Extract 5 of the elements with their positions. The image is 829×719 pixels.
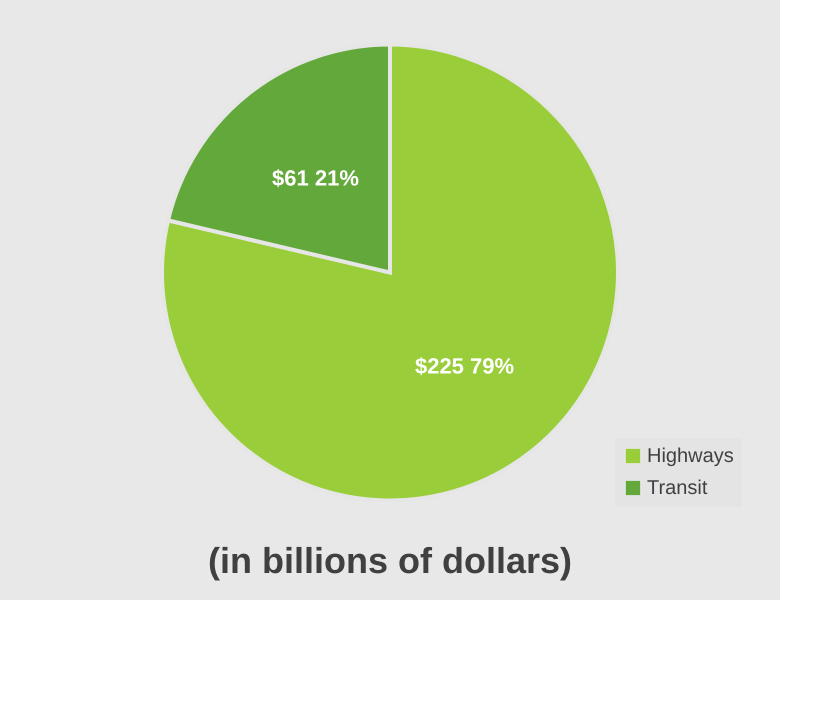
legend-label: Transit [647,477,708,499]
text: (in billions of dollars) [208,540,572,581]
data-label: $61 21% [272,165,359,190]
legend-label: Highways [647,445,734,467]
data-label: $225 79% [414,354,514,379]
